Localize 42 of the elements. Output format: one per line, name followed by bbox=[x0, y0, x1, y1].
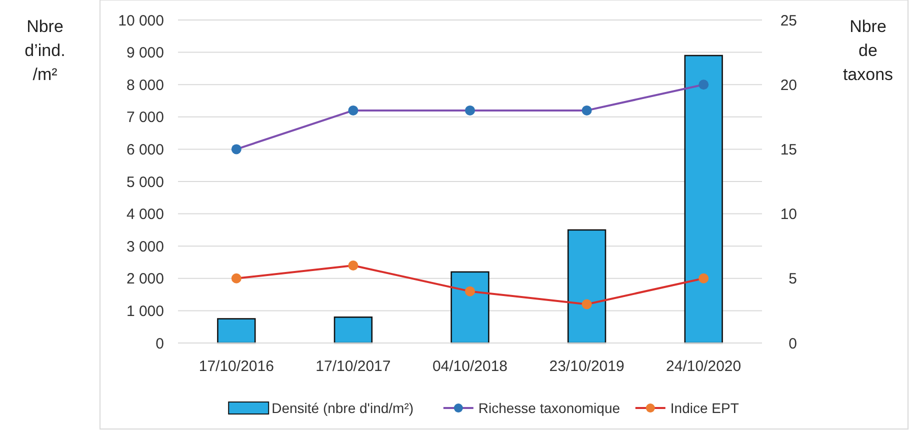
y-tick-label: 9 000 bbox=[126, 44, 164, 62]
x-tick-label: 23/10/2019 bbox=[549, 358, 624, 375]
legend-label: Indice EPT bbox=[670, 400, 740, 416]
bar bbox=[567, 229, 606, 344]
y2-tick-label: 5 bbox=[788, 270, 797, 288]
y-tick-label: 3 000 bbox=[126, 238, 164, 256]
point bbox=[465, 105, 475, 116]
bar bbox=[450, 271, 490, 344]
point bbox=[231, 144, 242, 154]
y-tick-label: 10 000 bbox=[118, 12, 164, 30]
y-tick-label: 7 000 bbox=[126, 109, 164, 126]
y2-tick-label: 20 bbox=[780, 76, 797, 94]
point bbox=[582, 105, 592, 116]
y-tick-label: 5 000 bbox=[126, 174, 164, 191]
y2-tick-label: 0 bbox=[788, 335, 797, 352]
y-tick-label: 8 000 bbox=[126, 76, 164, 94]
x-tick-label: 17/10/2016 bbox=[198, 358, 274, 375]
point bbox=[348, 260, 358, 270]
point bbox=[231, 273, 242, 284]
point bbox=[348, 105, 358, 116]
x-tick-label: 17/10/2017 bbox=[316, 358, 391, 375]
y2-tick-label: 25 bbox=[780, 12, 797, 30]
y-tick-label: 4 000 bbox=[126, 206, 164, 224]
y2-axis-title: Nbre de taxons bbox=[842, 17, 894, 84]
y-tick-label: 0 bbox=[156, 335, 164, 352]
point bbox=[698, 273, 709, 284]
point bbox=[582, 299, 592, 310]
legend-label: Richesse taxonomique bbox=[478, 400, 620, 416]
y2-tick-label: 10 bbox=[780, 206, 797, 224]
bar bbox=[334, 316, 373, 344]
bar bbox=[217, 318, 256, 344]
y-tick-label: 2 000 bbox=[126, 270, 164, 288]
x-tick-label: 04/10/2018 bbox=[432, 358, 508, 375]
legend-label: Densité (nbre d'ind/m²) bbox=[272, 400, 414, 416]
y2-tick-label: 15 bbox=[780, 141, 797, 158]
bar bbox=[684, 54, 723, 344]
point bbox=[465, 286, 475, 296]
y-axis-title: Nbre d’ind. /m² bbox=[24, 17, 66, 84]
x-tick-label: 24/10/2020 bbox=[666, 358, 742, 375]
y-tick-label: 6 000 bbox=[126, 141, 164, 158]
y-tick-label: 1 000 bbox=[126, 302, 164, 320]
point bbox=[698, 80, 709, 90]
